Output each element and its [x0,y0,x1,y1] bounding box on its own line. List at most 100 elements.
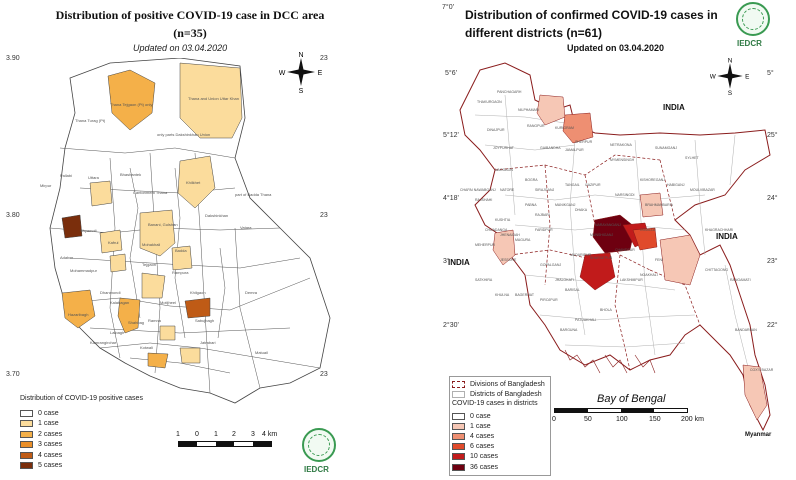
bd-legend-item: 6 cases [452,442,494,452]
dcc-legend-title: Distribution of COVID-19 positive cases [20,395,143,402]
area-1-case [171,245,193,271]
area-label: Thana and Union Uttar Khan [188,96,239,101]
legend-swatch [20,441,33,448]
dcc-legend-item: 0 case [20,408,59,418]
district-1-case [492,229,516,266]
district-label: RANGPUR [527,124,545,128]
bd-map-title: Distribution of confirmed COVID-19 cases… [465,6,725,42]
area-2-cases [61,289,96,329]
svg-text:N: N [728,57,733,64]
district-label: SUNAMGANJ [655,146,677,150]
scale-label: 200 km [681,416,704,423]
district-label: PANCHAGARH [497,90,522,94]
svg-text:W: W [279,70,286,77]
district-label: NAOGAON [495,168,513,172]
dcc-legend-item: 1 case [20,419,59,429]
area-label: Banani, Gulshan [148,222,178,227]
bd-cases-legend-title: COVID-19 cases in districts [452,400,538,407]
area-label: Jatrabari [200,340,216,345]
area-label: Rampura [172,270,189,275]
scale-label: 150 [649,416,661,423]
country-label-myanmar: Myanmar [745,432,772,438]
district-label: MEHERPUR [475,243,496,247]
legend-label: 1 case [38,420,59,427]
area-label: Shahbag [128,320,145,325]
district-label: NARSINGDI [615,193,635,197]
svg-text:W: W [710,74,716,81]
area-1-case [159,325,176,341]
country-label-india: INDIA [716,232,738,241]
lon-label: 23 [320,55,328,62]
district-label: CHITTAGONG [705,268,729,272]
area-label: Bhashantek [120,172,142,177]
lon-label: 23° [767,258,778,265]
district-label: RAJBARI [535,213,550,217]
bangladesh-map-panel: 7°0' Distribution of confirmed COVID-19 … [405,0,796,480]
district-label: MAGURA [515,238,531,242]
lon-label: 22° [767,322,778,329]
svg-text:S: S [728,90,732,96]
bd-title-line2: different districts (n=61) [465,26,603,40]
area-1-case [109,253,127,273]
district-label: MOULVIBAZAR [690,188,715,192]
top-coord: 7°0' [442,4,454,11]
area-2-cases [147,352,169,369]
svg-text:E: E [745,74,749,81]
district-label: BRAHMANBARIA [645,203,674,207]
district-label: MYMENSINGH [610,158,635,162]
legend-label: 0 case [470,412,491,420]
legend-districts: Districts of Bangladesh [452,389,542,399]
district-label: RANGAMATI [730,278,751,282]
district-label: GOPALGANJ [540,263,562,267]
district-label: JAMALPUR [565,148,584,152]
legend-label: 1 case [470,422,491,430]
compass-icon: N S W E [710,57,749,96]
iedcr-logo [736,2,770,36]
lon-label: 24° [767,195,778,202]
area-label: Mirpur [40,183,52,188]
district-label: NOAKHALI [640,273,658,277]
district-label: BANDARBAN [735,328,757,332]
iedcr-logo [302,428,336,462]
district-label: COX'S BAZAR [750,368,774,372]
scale-label: 100 [616,416,628,423]
legend-divisions: Divisions of Bangladesh [452,379,545,389]
area-label: Mohammadpur [70,268,97,273]
area-label: only parts Dakshinkhan Union [157,132,211,137]
bangladesh-map [459,62,771,432]
area-1-case [141,272,166,299]
district-label: JHALOKATI [555,278,574,282]
lat-label: 5°6' [445,70,457,77]
area-label: Thana Turag (Pt) [75,118,106,123]
svg-text:E: E [318,70,323,77]
legend-swatch [20,420,33,427]
district-label: THAKURGAON [477,100,502,104]
area-4-cases [184,297,211,319]
district-label: PATUAKHALI [575,318,597,322]
legend-swatch [20,409,33,417]
district-label: BARGUNA [560,328,578,332]
district-label: GAIBANDHA [540,146,561,150]
district-label: LAKSHMIPUR [620,278,643,282]
legend-label: 2 cases [38,430,63,438]
iedcr-logo-text: IEDCR [304,465,329,474]
dcc-map-title: Distribution of positive COVID-19 case i… [40,6,340,42]
lat-label: 5°12' [443,132,459,139]
area-1-case [179,347,201,364]
district-label: GAZIPUR [585,183,601,187]
legend-swatch [452,412,465,420]
district-label: KISHOREGANJ [640,178,666,182]
area-label: Kamrangirchar [90,340,117,345]
district-label: CHUADANGA [485,228,508,232]
district-label: SHARIATPUR [590,256,613,260]
area-2-cases [107,69,156,131]
area-2-cases [117,297,141,334]
legend-label: 10 cases [470,453,499,461]
area-label: Lalbagh [110,330,125,335]
lat-label: 3.70 [6,371,20,378]
scale-label: 0 [552,416,556,423]
bd-legend-item: 4 cases [452,431,494,441]
dcc-legend-item: 2 cases [20,429,62,439]
legend-swatch [20,451,33,459]
district-label: BAGERHAT [515,293,534,297]
